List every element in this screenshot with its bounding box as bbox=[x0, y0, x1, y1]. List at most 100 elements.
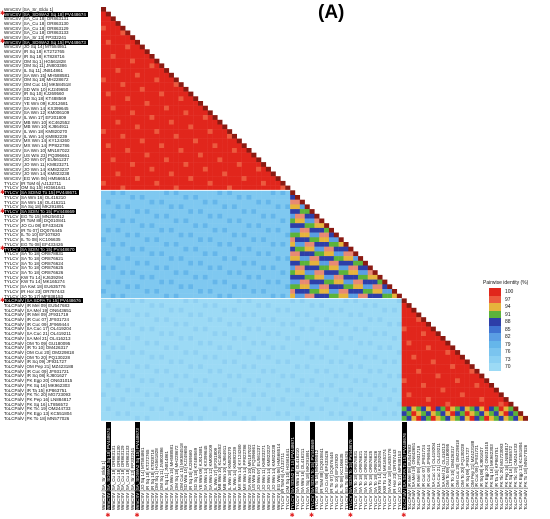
matrix-cell bbox=[455, 401, 461, 407]
matrix-cell bbox=[134, 251, 140, 257]
matrix-cell bbox=[377, 340, 383, 346]
matrix-cell bbox=[149, 143, 155, 149]
matrix-cell bbox=[348, 326, 354, 332]
matrix-cell bbox=[159, 115, 165, 120]
matrix-cell bbox=[231, 148, 237, 153]
matrix-cell bbox=[382, 392, 388, 398]
matrix-cell bbox=[212, 331, 218, 337]
matrix-cell bbox=[154, 256, 160, 261]
matrix-cell bbox=[101, 82, 107, 88]
matrix-cell bbox=[110, 190, 116, 196]
matrix-cell bbox=[231, 368, 237, 374]
matrix-cell bbox=[275, 180, 281, 186]
matrix-cell bbox=[425, 406, 431, 412]
matrix-cell bbox=[425, 411, 431, 417]
matrix-cell bbox=[120, 260, 126, 266]
matrix-cell bbox=[139, 401, 145, 407]
matrix-cell bbox=[328, 227, 334, 233]
matrix-cell bbox=[125, 383, 131, 388]
matrix-cell bbox=[227, 171, 233, 177]
matrix-cell bbox=[202, 284, 208, 290]
matrix-cell bbox=[139, 397, 145, 402]
matrix-cell bbox=[178, 317, 184, 323]
matrix-cell bbox=[241, 223, 247, 229]
matrix-cell bbox=[198, 213, 204, 219]
matrix-cell bbox=[265, 274, 271, 280]
matrix-cell bbox=[159, 350, 165, 355]
matrix-cell bbox=[256, 326, 262, 332]
matrix-cell bbox=[459, 383, 465, 388]
matrix-cell bbox=[246, 350, 252, 355]
matrix-cell bbox=[353, 303, 359, 308]
matrix-cell bbox=[212, 359, 218, 365]
matrix-cell bbox=[299, 232, 305, 238]
matrix-cell bbox=[328, 392, 334, 398]
matrix-cell bbox=[164, 359, 170, 365]
matrix-cell bbox=[134, 195, 140, 200]
matrix-cell bbox=[498, 392, 504, 398]
matrix-cell bbox=[183, 307, 189, 313]
matrix-cell bbox=[130, 298, 136, 304]
matrix-cell bbox=[265, 373, 271, 379]
matrix-cell bbox=[348, 298, 354, 304]
matrix-cell bbox=[178, 185, 184, 191]
matrix-cell bbox=[469, 364, 475, 370]
matrix-cell bbox=[193, 101, 199, 106]
matrix-cell bbox=[256, 406, 262, 412]
matrix-cell bbox=[425, 392, 431, 398]
matrix-cell bbox=[304, 246, 310, 252]
matrix-cell bbox=[343, 251, 349, 257]
matrix-cell bbox=[110, 415, 116, 421]
matrix-cell bbox=[217, 256, 223, 261]
matrix-cell bbox=[144, 270, 150, 276]
matrix-cell bbox=[358, 397, 364, 402]
matrix-cell bbox=[285, 185, 291, 191]
matrix-cell bbox=[125, 35, 131, 41]
matrix-cell bbox=[367, 368, 373, 374]
matrix-cell bbox=[256, 336, 262, 341]
matrix-cell bbox=[348, 368, 354, 374]
matrix-cell bbox=[479, 383, 485, 388]
matrix-cell bbox=[489, 387, 495, 393]
matrix-cell bbox=[425, 340, 431, 346]
matrix-cell bbox=[348, 321, 354, 327]
matrix-cell bbox=[333, 397, 339, 402]
matrix-cell bbox=[120, 171, 126, 177]
matrix-cell bbox=[299, 336, 305, 341]
matrix-cell bbox=[105, 326, 111, 332]
matrix-cell bbox=[130, 91, 136, 97]
matrix-cell bbox=[328, 279, 334, 285]
matrix-cell bbox=[193, 397, 199, 402]
matrix-cell bbox=[261, 331, 267, 337]
matrix-cell bbox=[149, 218, 155, 224]
matrix-cell bbox=[328, 312, 334, 318]
matrix-cell bbox=[134, 204, 140, 210]
matrix-cell bbox=[105, 115, 111, 120]
matrix-cell bbox=[105, 345, 111, 351]
matrix-cell bbox=[416, 392, 422, 398]
matrix-cell bbox=[309, 373, 315, 379]
matrix-cell bbox=[430, 387, 436, 393]
matrix-cell bbox=[101, 54, 107, 59]
legend-value: 85 bbox=[505, 326, 511, 333]
matrix-cell bbox=[198, 270, 204, 276]
matrix-cell bbox=[149, 307, 155, 313]
matrix-cell bbox=[139, 72, 145, 78]
matrix-cell bbox=[222, 364, 228, 370]
matrix-cell bbox=[290, 383, 296, 388]
matrix-cell bbox=[421, 340, 427, 346]
row-label: ToLCPalV [IR Sq 08] KJ801627 bbox=[4, 373, 67, 379]
matrix-cell bbox=[164, 354, 170, 360]
matrix-cell bbox=[115, 190, 121, 196]
matrix-cell bbox=[396, 326, 402, 332]
matrix-cell bbox=[183, 303, 189, 308]
matrix-cell bbox=[236, 354, 242, 360]
matrix-cell bbox=[193, 401, 199, 407]
matrix-cell bbox=[154, 105, 160, 111]
matrix-cell bbox=[450, 368, 456, 374]
matrix-cell bbox=[231, 209, 237, 214]
matrix-cell bbox=[236, 218, 242, 224]
row-label: ToLCPalV [SA Mel 21] OL416213 bbox=[4, 335, 71, 341]
matrix-cell bbox=[173, 378, 179, 384]
matrix-cell bbox=[207, 284, 213, 290]
